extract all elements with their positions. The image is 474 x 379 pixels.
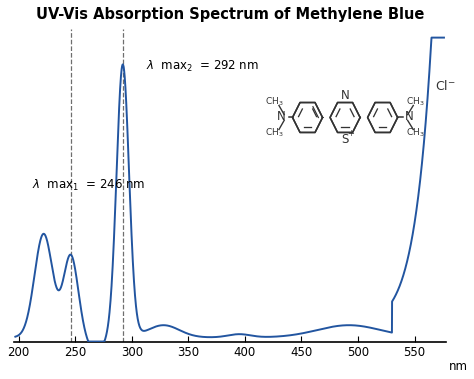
Text: $\lambda$  max$_2$  = 292 nm: $\lambda$ max$_2$ = 292 nm [146, 59, 259, 74]
Text: $\lambda$  max$_1$  = 246 nm: $\lambda$ max$_1$ = 246 nm [31, 177, 145, 193]
Text: N: N [341, 89, 349, 102]
Text: N: N [405, 110, 414, 123]
Text: +: + [347, 129, 355, 138]
Title: UV-Vis Absorption Spectrum of Methylene Blue: UV-Vis Absorption Spectrum of Methylene … [36, 7, 424, 22]
Text: nm: nm [448, 360, 467, 373]
Text: CH$_3$: CH$_3$ [406, 127, 425, 139]
Text: CH$_3$: CH$_3$ [406, 96, 425, 108]
Text: S: S [341, 133, 349, 146]
Text: CH$_3$: CH$_3$ [265, 96, 284, 108]
Text: Cl$^{-}$: Cl$^{-}$ [435, 79, 456, 93]
Text: CH$_3$: CH$_3$ [265, 127, 284, 139]
Text: N: N [276, 110, 285, 123]
